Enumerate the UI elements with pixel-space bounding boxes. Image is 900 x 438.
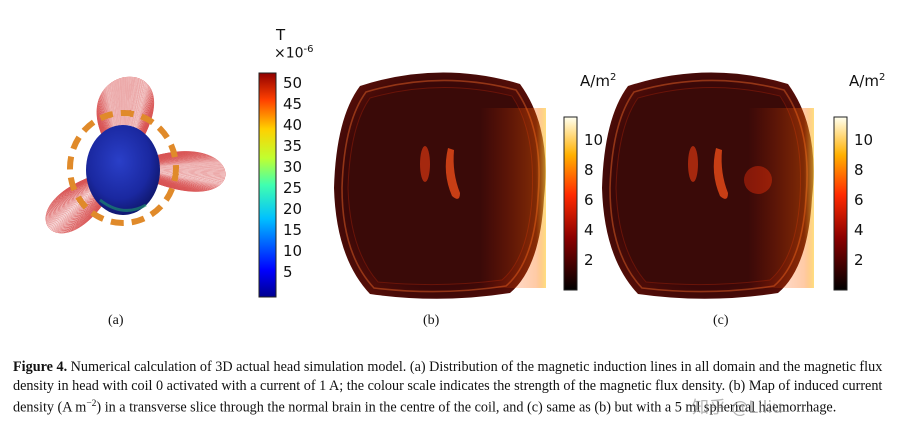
- colorbar-tick-label: 40: [283, 116, 303, 134]
- colorbar-tick-label: 6: [584, 191, 594, 209]
- colorbar-tick-label: 6: [854, 191, 864, 209]
- caption-exponent: −2: [86, 399, 97, 409]
- ventricle-right: [713, 148, 728, 199]
- colorbar-tick-label: 25: [283, 179, 303, 197]
- colorbar-b: [563, 116, 578, 291]
- panel-label-c: (c): [713, 313, 729, 328]
- colorbar-c-unit: A/m2: [849, 72, 885, 90]
- colorbar-tick-label: 50: [283, 74, 303, 92]
- unit-exponent: 2: [878, 72, 886, 83]
- colorbar-a-unit: T: [276, 26, 286, 44]
- colorbar-tick-label: 10: [283, 242, 303, 260]
- colorbar-b-unit: A/m2: [580, 72, 616, 90]
- ventricle-left: [688, 146, 698, 182]
- unit-exponent: 2: [609, 72, 617, 83]
- figure-label: Figure 4.: [13, 359, 68, 375]
- colorbar-tick-label: 20: [283, 200, 303, 218]
- figure-caption: Figure 4. Numerical calculation of 3D ac…: [13, 358, 887, 417]
- current-density-slice-normal: [334, 72, 546, 299]
- caption-text: Numerical calculation of 3D actual head …: [13, 359, 883, 416]
- colorbar-tick-label: 5: [283, 263, 293, 281]
- unit-text: A/m: [849, 72, 879, 90]
- ventricle-left: [420, 146, 430, 182]
- ventricle-right: [445, 148, 460, 199]
- colorbar-a: [258, 72, 277, 298]
- colorbar-tick-label: 15: [283, 221, 303, 239]
- watermark: 知乎 @Liliu: [692, 398, 783, 418]
- colorbar-tick-label: 8: [584, 161, 594, 179]
- current-density-slice-haemorrhage: [602, 72, 814, 299]
- caption-text-end: ) in a transverse slice through the norm…: [96, 399, 837, 416]
- coil-outline: [67, 110, 179, 226]
- field-lines-head-plot: [45, 76, 226, 234]
- colorbar-tick-label: 4: [584, 221, 594, 239]
- colorbar-tick-label: 2: [584, 251, 594, 269]
- multiplier-text: ×10: [274, 45, 304, 62]
- colorbar-tick-label: 10: [854, 131, 874, 149]
- colorbar-tick-label: 10: [584, 131, 604, 149]
- colorbar-tick-label: 45: [283, 95, 303, 113]
- head-model: [86, 125, 160, 215]
- colorbar-a-multiplier: ×10-6: [274, 44, 314, 62]
- colorbar-tick-label: 2: [854, 251, 864, 269]
- colorbar-tick-label: 30: [283, 158, 303, 176]
- unit-text: A/m: [580, 72, 610, 90]
- colorbar-c: [833, 116, 848, 291]
- colorbar-tick-label: 4: [854, 221, 864, 239]
- multiplier-exponent: -6: [303, 44, 314, 55]
- colorbar-tick-label: 35: [283, 137, 303, 155]
- panel-label-a: (a): [108, 313, 124, 328]
- panel-label-b: (b): [423, 313, 440, 328]
- colorbar-tick-label: 8: [854, 161, 864, 179]
